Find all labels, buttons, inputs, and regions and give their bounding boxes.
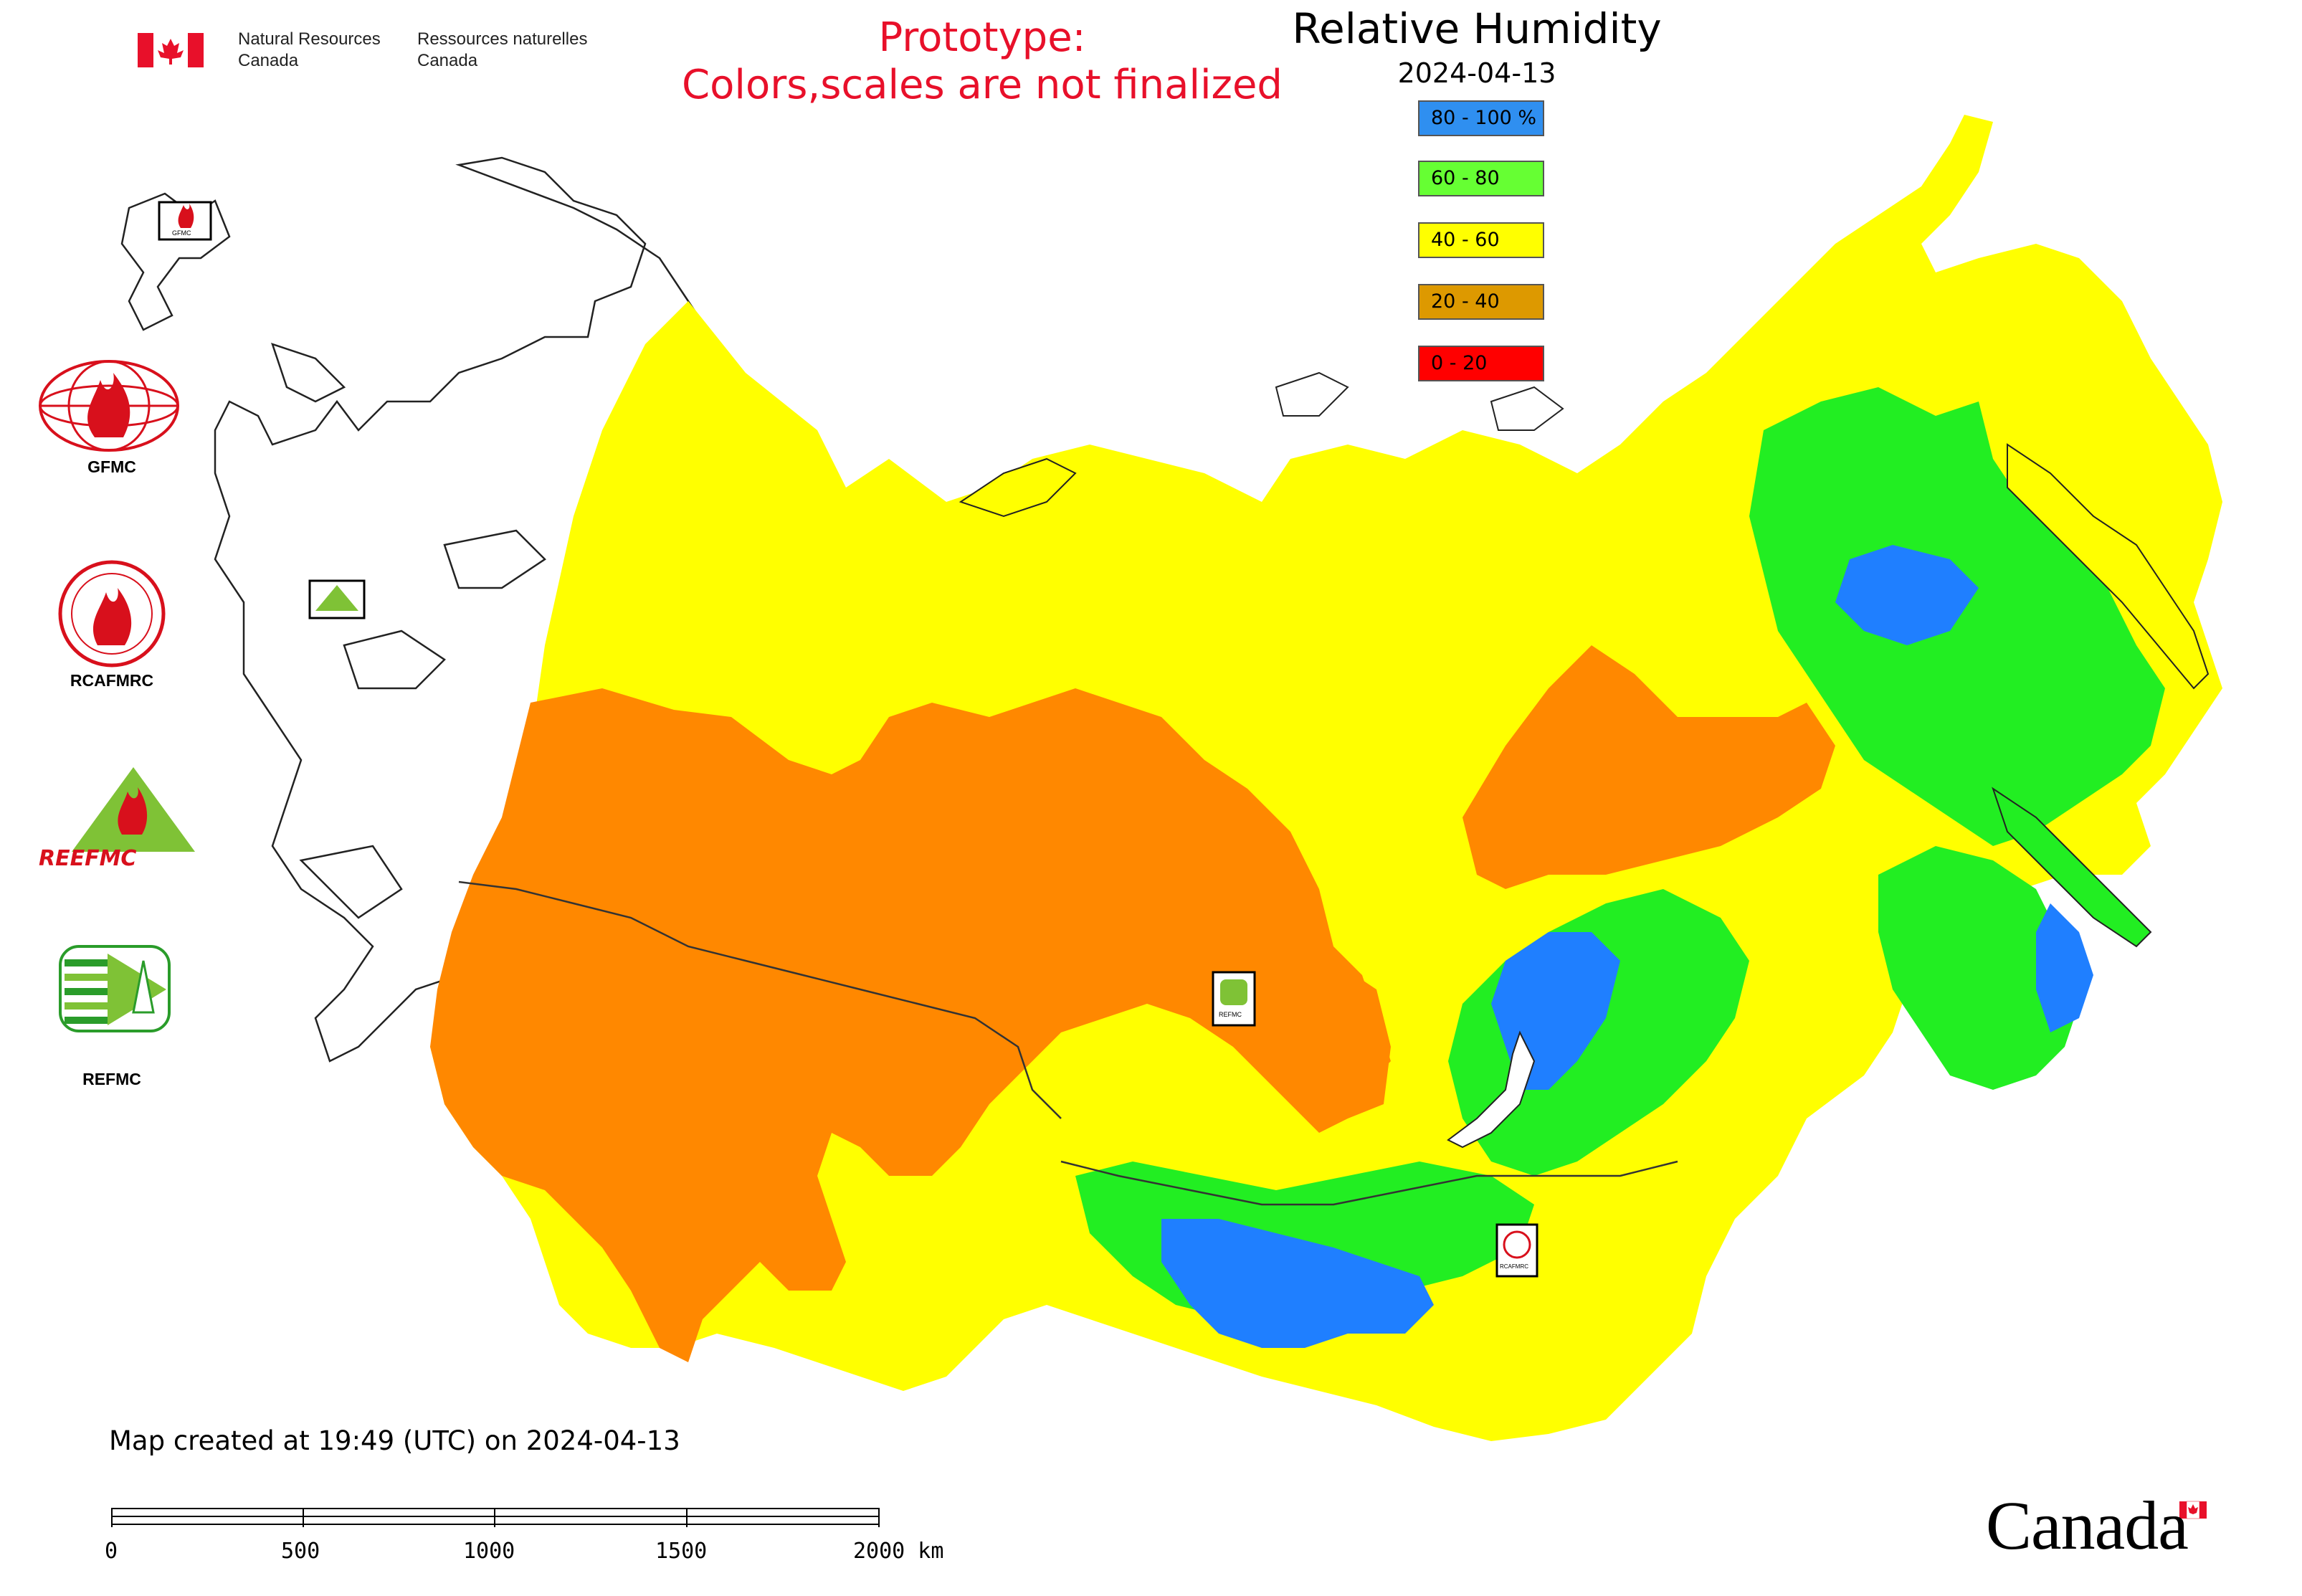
small-refmc-marker [1212, 971, 1256, 1027]
canada-wordmark-flag-icon [2179, 1501, 2207, 1519]
legend-item-20-40: 20 - 40 [1418, 284, 1544, 320]
nrcan-english: Natural Resources Canada [238, 29, 381, 72]
prototype-line2: Colors,scales are not finalized [682, 62, 1283, 108]
scale-label-1500: 1500 [655, 1539, 708, 1564]
lake-baikal [1447, 1030, 1536, 1149]
kazakhstan-border [458, 880, 1062, 1119]
small-rcafmrc-marker [1495, 1223, 1538, 1278]
small-gfmc-text: GFMC [172, 229, 191, 237]
scale-label-2000km: 2000 km [853, 1539, 944, 1564]
nrcan-french-line2: Canada [417, 51, 478, 70]
novaya-zemlya [959, 457, 1077, 518]
europe-country-outlines [120, 156, 733, 1063]
map-created-timestamp: Map created at 19:49 (UTC) on 2024-04-13 [109, 1425, 680, 1456]
very-humid-yakutia [1835, 545, 1979, 645]
canada-wordmark: Canada [1986, 1487, 2189, 1564]
legend-label: 60 - 80 [1431, 167, 1500, 189]
gfmc-label: GFMC [87, 457, 136, 476]
legend-item-40-60: 40 - 60 [1418, 222, 1544, 258]
reefmc-logo-text: REEFMC [39, 846, 137, 871]
scale-bar [111, 1508, 880, 1527]
map-date: 2024-04-13 [1397, 57, 1556, 89]
arctic-island-east [1490, 386, 1564, 431]
scale-label-0: 0 [105, 1539, 118, 1564]
humidity-fields [430, 115, 2222, 1441]
refmc-logo [59, 945, 171, 1032]
legend-item-80-100: 80 - 100 % [1418, 100, 1544, 136]
legend-label: 0 - 20 [1431, 352, 1488, 374]
scale-label-1000: 1000 [463, 1539, 515, 1564]
nrcan-french: Ressources naturelles Canada [417, 29, 587, 72]
kamchatka [2007, 443, 2210, 690]
scale-segment-3 [494, 1508, 688, 1517]
sakhalin [1992, 787, 2152, 948]
small-reefmc-marker [308, 579, 366, 619]
reefmc-logo [72, 767, 195, 852]
legend-label: 80 - 100 % [1431, 107, 1537, 129]
gfmc-logo [39, 360, 179, 452]
scale-segment-1 [111, 1508, 304, 1517]
rcafmrc-logo [58, 560, 166, 668]
legend-label: 20 - 40 [1431, 290, 1500, 313]
dry-zone-east [1462, 645, 1835, 889]
prototype-notice: Prototype: Colors,scales are not finaliz… [667, 14, 1298, 109]
taymyr-islands [1275, 371, 1349, 417]
nrcan-french-line1: Ressources naturelles [417, 29, 588, 49]
legend-item-60-80: 60 - 80 [1418, 161, 1544, 196]
dry-zone-central [1219, 946, 1391, 1118]
scale-segment-2 [303, 1516, 495, 1525]
legend-label: 40 - 60 [1431, 229, 1500, 251]
scale-segment-4 [686, 1516, 880, 1525]
rcafmrc-label: RCAFMRC [70, 671, 154, 690]
small-refmc-text: REFMC [1219, 1011, 1242, 1018]
very-humid-sayan [1161, 1219, 1434, 1348]
small-gfmc-marker [158, 201, 212, 241]
legend-item-0-20: 0 - 20 [1418, 346, 1544, 381]
map-title: Relative Humidity [1292, 4, 1662, 53]
nrcan-english-line2: Canada [238, 51, 299, 70]
canada-flag-icon [138, 33, 204, 67]
dry-zone-west [430, 688, 1391, 1362]
nrcan-english-line1: Natural Resources [238, 29, 381, 49]
scale-label-500: 500 [281, 1539, 320, 1564]
prototype-line1: Prototype: [878, 14, 1086, 61]
mongolia-border [1060, 1160, 1678, 1206]
humid-zone-fareast [1878, 846, 2079, 1090]
very-humid-kamchatka [2036, 903, 2093, 1032]
small-rcafmrc-text: RCAFMRC [1500, 1263, 1528, 1270]
refmc-label: REFMC [82, 1070, 141, 1088]
